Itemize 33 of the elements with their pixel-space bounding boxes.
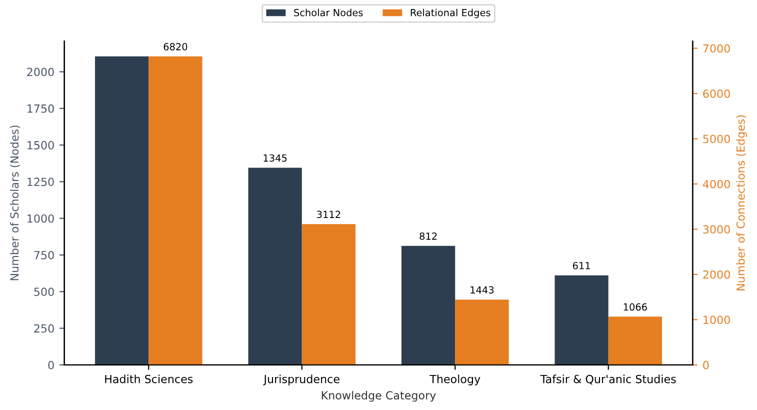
- data-label: 1443: [470, 286, 494, 294]
- y2-axis-title: Number of Connections (Edges): [736, 115, 747, 290]
- data-label: 611: [572, 262, 590, 270]
- y-tick-label: 1750: [28, 104, 54, 113]
- y-tick-label: 500: [34, 288, 54, 296]
- legend-label: Scholar Nodes: [294, 8, 363, 16]
- y2-tick-label: 6000: [703, 89, 730, 98]
- y-tick-label: 0: [48, 360, 54, 370]
- y-tick-label: 750: [34, 250, 54, 260]
- data-label: 812: [420, 232, 437, 240]
- y2-tick-label: 2000: [703, 270, 730, 279]
- x-axis-title: Knowledge Category: [322, 390, 436, 402]
- data-label: 1066: [624, 303, 647, 311]
- y2-tick-label: 5000: [703, 134, 730, 144]
- y2-tick-label: 4000: [702, 180, 730, 188]
- data-label: 6820: [164, 43, 188, 50]
- y-tick-label: 1500: [28, 141, 54, 150]
- y-tick-label: 1250: [28, 178, 54, 186]
- y2-tick-label: 3000: [703, 225, 730, 234]
- y2-tick-label: 1000: [704, 316, 730, 324]
- x-tick-label: Hadith Sciences: [105, 374, 193, 384]
- x-tick-label: Theology: [430, 374, 480, 386]
- y-tick-label: 250: [34, 324, 54, 333]
- y-tick-label: 2000: [27, 68, 54, 76]
- data-label: 1345: [264, 154, 287, 162]
- y-axis-title: Number of Scholars (Nodes): [10, 126, 20, 280]
- legend-label: Relational Edges: [410, 8, 490, 18]
- y2-tick-label: 0: [703, 360, 709, 370]
- x-tick-label: Jurisprudence: [263, 374, 340, 386]
- y-tick-label: 1000: [28, 214, 54, 223]
- y2-tick-label: 7000: [703, 44, 730, 53]
- x-tick-label: Tafsir & Qur'anic Studies: [540, 374, 676, 384]
- data-label: 3112: [317, 210, 340, 218]
